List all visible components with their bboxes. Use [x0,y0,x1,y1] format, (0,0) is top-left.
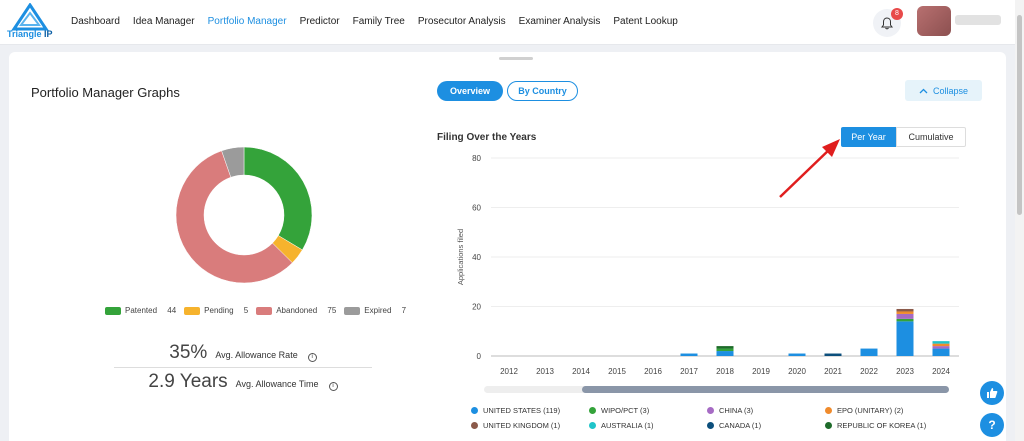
x-tick-label: 2020 [788,367,806,376]
x-tick-label: 2012 [500,367,518,376]
legend-wipo-pct[interactable]: WIPO/PCT (3) [589,406,707,415]
bar-segment[interactable] [896,321,914,356]
y-axis-label: Applications filed [456,229,465,285]
legend-patented[interactable]: Patented 44 [105,306,176,315]
x-tick-label: 2015 [608,367,626,376]
per-year-toggle[interactable]: Per Year [841,127,896,147]
x-tick-label: 2019 [752,367,770,376]
legend-china[interactable]: CHINA (3) [707,406,825,415]
info-icon[interactable]: i [307,353,317,362]
user-avatar[interactable] [917,6,951,36]
bar-segment[interactable] [860,348,878,356]
y-tick-label: 80 [472,154,481,163]
legend-abandoned[interactable]: Abandoned 75 [256,306,336,315]
bar-segment[interactable] [716,346,734,349]
x-tick-label: 2023 [896,367,914,376]
x-tick-label: 2014 [572,367,590,376]
x-tick-label: 2018 [716,367,734,376]
nav-prosecutor-analysis[interactable]: Prosecutor Analysis [417,16,506,27]
bar-segment[interactable] [824,353,842,356]
legend-united-kingdom[interactable]: UNITED KINGDOM (1) [471,421,589,430]
legend-united-states[interactable]: UNITED STATES (119) [471,406,589,415]
bar-segment[interactable] [788,353,806,356]
chevron-up-icon [919,88,928,93]
allowance-rate-label: Avg. Allowance Rate [215,350,298,360]
notification-count-badge: 8 [891,8,903,20]
question-mark-icon: ? [988,418,996,432]
y-tick-label: 20 [472,303,481,312]
allowance-time-label: Avg. Allowance Time [235,379,319,389]
portfolio-graphs-card: Portfolio Manager Graphs Patented 44 Pen… [9,52,1006,441]
bar-segment[interactable] [932,346,950,349]
bar-segment[interactable] [716,348,734,352]
x-tick-label: 2024 [932,367,950,376]
tab-by-country[interactable]: By Country [507,81,578,101]
collapse-button[interactable]: Collapse [905,80,982,101]
bar-segment[interactable] [716,351,734,356]
legend-expired[interactable]: Expired 7 [344,306,406,315]
main-nav: Dashboard Idea Manager Portfolio Manager… [71,16,691,27]
page-scrollbar-thumb[interactable] [1017,15,1022,215]
help-button[interactable]: ? [980,413,1004,437]
status-donut-chart [175,146,313,284]
legend-republic-of-korea[interactable]: REPUBLIC OF KOREA (1) [825,421,965,430]
bar-segment[interactable] [896,313,914,319]
country-legend: UNITED STATES (119) WIPO/PCT (3) CHINA (… [471,406,991,430]
legend-epo-unitary[interactable]: EPO (UNITARY) (2) [825,406,965,415]
nav-idea-manager[interactable]: Idea Manager [132,16,195,27]
triangle-ip-logo-icon[interactable] [6,3,54,43]
x-tick-label: 2022 [860,367,878,376]
drag-handle[interactable] [499,57,533,60]
nav-portfolio-manager[interactable]: Portfolio Manager [207,16,287,27]
x-tick-label: 2021 [824,367,842,376]
like-button[interactable] [980,381,1004,405]
bar-segment[interactable] [932,343,950,347]
filing-chart-title: Filing Over the Years [437,132,537,143]
top-navigation-bar: Triangle IP Dashboard Idea Manager Portf… [0,0,1024,45]
legend-australia[interactable]: AUSTRALIA (1) [589,421,707,430]
logo-text: Triangle IP [7,29,53,39]
status-legend: Patented 44 Pending 5 Abandoned 75 Expir… [105,306,406,315]
chart-range-thumb[interactable] [582,386,949,393]
user-name-blurred[interactable] [955,15,1001,25]
cumulative-toggle[interactable]: Cumulative [896,127,966,147]
thumbs-up-icon [987,388,998,398]
donut-slice-patented[interactable] [243,146,313,251]
legend-pending[interactable]: Pending 5 [184,306,248,315]
nav-family-tree[interactable]: Family Tree [352,16,405,27]
bar-segment[interactable] [896,308,914,312]
allowance-time-stat: 2.9 Years Avg. Allowance Time i [114,371,372,393]
nav-dashboard[interactable]: Dashboard [71,16,120,27]
donut-slice-expired[interactable] [221,146,245,178]
bar-segment[interactable] [932,348,950,356]
x-tick-label: 2013 [536,367,554,376]
bell-icon [881,16,893,29]
bar-segment[interactable] [896,318,914,322]
bar-segment[interactable] [932,341,950,344]
legend-canada[interactable]: CANADA (1) [707,421,825,430]
x-tick-label: 2016 [644,367,662,376]
tab-overview[interactable]: Overview [437,81,503,101]
annotation-arrow [779,139,840,198]
y-tick-label: 60 [472,204,481,213]
nav-patent-lookup[interactable]: Patent Lookup [613,16,678,27]
allowance-time-value: 2.9 Years [148,371,228,392]
allowance-rate-value: 35% [169,342,208,363]
allowance-rate-stat: 35% Avg. Allowance Rate i [114,342,372,364]
y-tick-label: 0 [477,352,482,361]
y-tick-label: 40 [472,253,481,262]
page-scrollbar[interactable] [1015,0,1024,441]
x-tick-label: 2017 [680,367,698,376]
nav-examiner-analysis[interactable]: Examiner Analysis [518,16,601,27]
page-title: Portfolio Manager Graphs [31,85,180,100]
info-icon[interactable]: i [328,382,338,391]
filing-bar-chart: 0 20 40 60 80 Applications filed 2012 2013 2014 2… [456,154,959,376]
divider [114,367,372,368]
nav-predictor[interactable]: Predictor [299,16,340,27]
bar-segment[interactable] [896,311,914,314]
bar-segment[interactable] [680,353,698,356]
